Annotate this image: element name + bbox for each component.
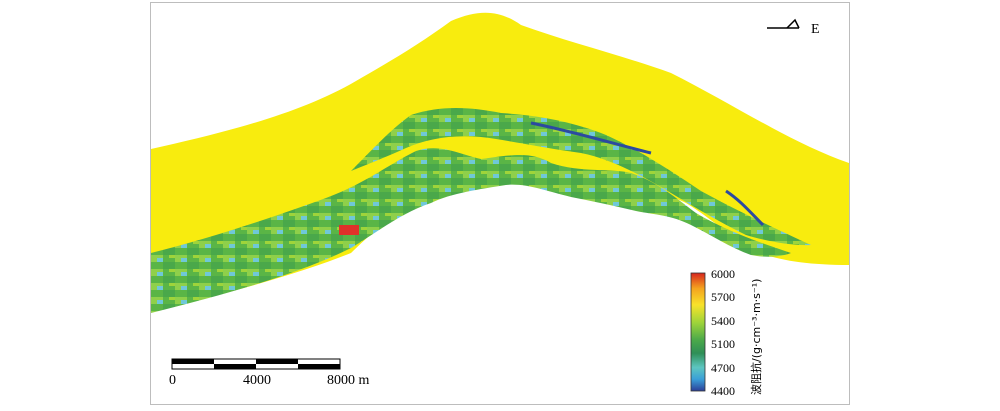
colorbar	[690, 272, 706, 392]
colorbar-tick-5400: 5400	[711, 314, 735, 328]
low-impedance-lens	[725, 189, 765, 227]
impedance-section-plot: E 0 4000 8000 m 6000 5700 5400 5100 4700…	[151, 12, 849, 398]
scale-tick-0: 0	[169, 373, 176, 388]
colorbar-tick-4400: 4400	[711, 384, 735, 398]
colorbar-tick-5100: 5100	[711, 337, 735, 351]
colorbar-title: 波阻抗/(g·cm⁻³·m·s⁻¹)	[749, 279, 763, 395]
lower-layer-band	[151, 148, 791, 313]
direction-arrow-icon	[767, 18, 800, 29]
scale-tick-4000: 4000	[243, 373, 271, 388]
high-impedance-patch	[339, 225, 359, 235]
direction-label: E	[811, 22, 820, 37]
colorbar-tick-4700: 4700	[711, 361, 735, 375]
scale-bar-icon	[171, 358, 341, 370]
colorbar-tick-5700: 5700	[711, 290, 735, 304]
figure-panel: E 0 4000 8000 m 6000 5700 5400 5100 4700…	[150, 2, 850, 405]
low-impedance-lens	[530, 121, 652, 155]
colorbar-tick-6000: 6000	[711, 267, 735, 281]
scale-tick-8000: 8000 m	[327, 373, 370, 388]
